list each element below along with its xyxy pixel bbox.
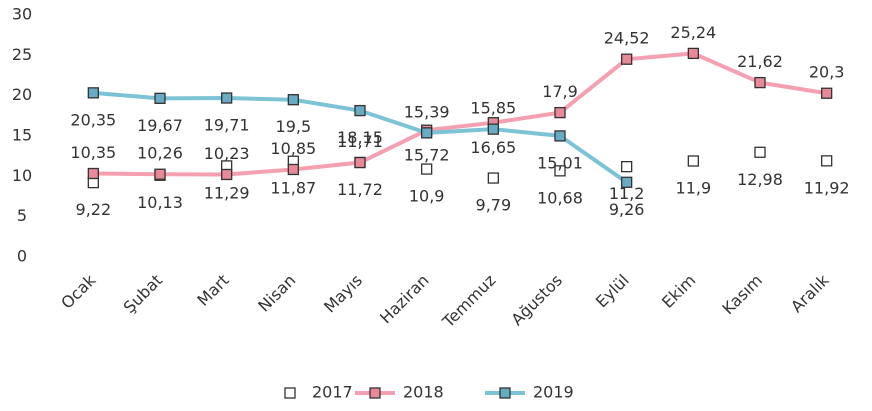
point-marker xyxy=(754,76,766,89)
legend-marker xyxy=(499,387,511,399)
legend-label: 2017 xyxy=(312,383,353,402)
point-marker xyxy=(221,92,233,104)
point-marker xyxy=(221,168,233,181)
data-label: 11,92 xyxy=(804,178,850,197)
data-label: 12,98 xyxy=(737,170,783,189)
data-label: 10,35 xyxy=(70,143,116,162)
legend-label: 2019 xyxy=(533,383,574,402)
x-tick-label: Şubat xyxy=(120,271,166,317)
data-label: 25,24 xyxy=(670,23,716,42)
point-marker xyxy=(87,87,99,99)
y-tick-label: 0 xyxy=(17,247,27,266)
data-label: 9,22 xyxy=(76,200,112,219)
data-label: 20,35 xyxy=(70,110,116,129)
data-label: 15,39 xyxy=(404,102,450,121)
data-label: 10,26 xyxy=(137,144,183,163)
data-label: 9,79 xyxy=(476,196,512,215)
point-marker xyxy=(354,104,366,117)
x-tick-label: Mayıs xyxy=(320,271,366,317)
data-label: 15,01 xyxy=(537,153,583,172)
data-label: 11,71 xyxy=(337,132,383,151)
y-tick-label: 25 xyxy=(12,45,32,64)
data-label: 20,3 xyxy=(809,63,845,82)
point-marker xyxy=(687,47,699,60)
x-tick-label: Haziran xyxy=(376,271,433,328)
y-tick-label: 15 xyxy=(12,126,32,145)
data-label: 24,52 xyxy=(604,29,650,48)
data-label: 11,9 xyxy=(676,179,712,198)
data-label: 9,26 xyxy=(609,200,645,219)
data-label: 10,23 xyxy=(204,144,250,163)
data-label: 15,72 xyxy=(404,146,450,165)
y-tick-label: 10 xyxy=(12,166,32,185)
data-label: 19,5 xyxy=(276,117,312,136)
x-tick-label: Mart xyxy=(193,271,232,310)
point-marker xyxy=(154,92,166,104)
data-label: 18,15 xyxy=(337,128,383,147)
point-marker xyxy=(87,167,99,180)
data-label: 11,2 xyxy=(609,184,645,203)
y-tick-label: 20 xyxy=(12,85,32,104)
point-marker xyxy=(354,156,366,169)
data-label: 17,9 xyxy=(542,82,578,101)
x-tick-label: Ağustos xyxy=(507,271,566,330)
data-label: 10,85 xyxy=(270,139,316,158)
x-tick-label: Temmuz xyxy=(438,271,499,332)
point-marker xyxy=(821,87,833,99)
point-marker xyxy=(154,168,166,180)
data-label: 16,65 xyxy=(470,138,516,157)
data-label: 11,87 xyxy=(270,179,316,198)
y-tick-label: 30 xyxy=(12,5,32,24)
data-label: 11,29 xyxy=(204,183,250,202)
point-marker xyxy=(687,155,699,167)
point-marker xyxy=(421,127,433,139)
point-marker xyxy=(554,106,566,119)
data-label: 10,9 xyxy=(409,187,445,206)
point-marker xyxy=(621,53,633,65)
series-line xyxy=(93,51,827,177)
point-marker xyxy=(554,130,566,142)
legend-label: 2018 xyxy=(403,383,444,402)
legend-marker xyxy=(284,387,296,399)
y-tick-label: 5 xyxy=(17,206,27,225)
x-tick-label: Ocak xyxy=(57,270,100,313)
data-label: 11,72 xyxy=(337,180,383,199)
point-marker xyxy=(621,176,633,188)
legend-marker xyxy=(369,387,381,399)
x-tick-label: Nisan xyxy=(254,271,299,316)
data-label: 10,13 xyxy=(137,193,183,212)
point-marker xyxy=(287,163,299,176)
x-tick-label: Kasım xyxy=(718,271,766,319)
x-tick-label: Ekim xyxy=(658,271,699,312)
point-marker xyxy=(554,165,566,177)
point-marker xyxy=(287,94,299,106)
x-tick-label: Aralık xyxy=(787,270,833,316)
data-label: 19,67 xyxy=(137,116,183,135)
data-label: 10,68 xyxy=(537,188,583,207)
point-marker xyxy=(754,146,766,158)
point-marker xyxy=(421,163,433,175)
point-marker xyxy=(621,161,633,173)
point-marker xyxy=(487,172,499,184)
data-label: 19,71 xyxy=(204,116,250,135)
x-tick-label: Eylül xyxy=(592,271,633,312)
point-marker xyxy=(821,155,833,167)
point-marker xyxy=(487,123,499,135)
data-label: 15,85 xyxy=(470,99,516,118)
data-label: 21,62 xyxy=(737,52,783,71)
